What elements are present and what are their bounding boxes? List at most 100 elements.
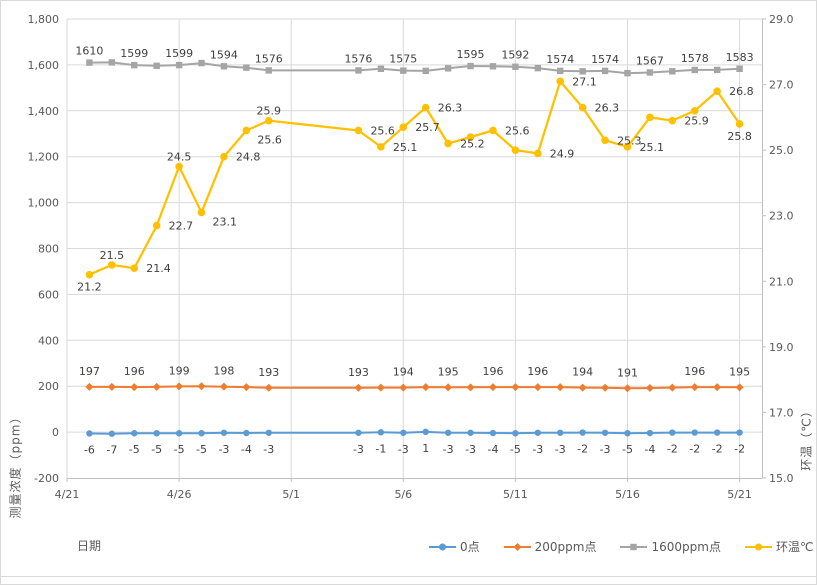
data-point [265,429,272,436]
data-point [107,382,116,391]
data-point [713,66,721,74]
data-point [131,61,138,69]
data-label: 1 [422,442,429,455]
data-point [242,126,251,135]
data-point [399,383,408,392]
left-axis-tick-label: 600 [38,288,59,301]
data-point [488,383,497,392]
legend-marker-square-icon [620,543,648,550]
data-label: 196 [124,365,145,378]
data-point [512,63,519,70]
data-label: -7 [106,444,117,457]
data-point [623,143,632,151]
data-point [421,103,430,112]
data-point [646,69,654,76]
data-label: -3 [218,443,229,456]
data-label: 1610 [75,45,103,58]
legend-item-200ppm点[interactable]: 200ppm点 [503,538,596,555]
data-point [219,382,228,391]
data-point [556,383,565,392]
data-label: -2 [734,443,745,456]
legend-item-环温℃[interactable]: 环温℃ [744,538,814,555]
data-point [377,65,385,73]
legend-item-1600ppm点[interactable]: 1600ppm点 [620,538,721,555]
data-point [399,123,408,131]
data-label: -5 [174,443,185,456]
data-point [108,430,116,437]
data-point [736,429,743,436]
data-label: -3 [600,443,611,456]
data-label: -3 [353,443,364,456]
data-label: 1594 [210,48,238,61]
data-label: -4 [644,443,655,456]
data-point [198,59,205,67]
data-point [86,59,93,66]
data-label: 199 [169,364,190,377]
data-label: 196 [527,365,548,378]
data-label: -5 [129,443,140,456]
data-point [400,67,407,74]
data-label: 194 [572,366,593,379]
data-point [85,382,94,391]
data-label: 26.8 [729,85,754,98]
data-label: 25.6 [257,133,282,146]
data-point [557,429,564,436]
left-axis-tick-label: 1,000 [28,197,60,210]
data-point [512,430,519,437]
data-point [85,270,94,279]
data-label: 25.6 [505,124,530,137]
data-label: 193 [348,366,369,379]
data-label: 25.1 [393,141,418,154]
legend: 0点 200ppm点 1600ppm点 环温℃ [429,538,813,555]
data-point [108,59,116,66]
data-label: 25.6 [370,124,395,137]
data-label: 25.9 [257,105,282,118]
data-point [489,63,497,70]
data-label: 197 [79,365,100,378]
data-label: -2 [689,443,700,456]
data-point [444,139,452,148]
data-point [243,64,250,71]
data-label: -3 [555,443,566,456]
data-label: 25.1 [639,141,664,154]
x-axis-tick-label: 5/6 [394,488,412,501]
data-point [152,382,161,391]
data-label: 24.5 [167,151,192,164]
data-point [197,382,206,391]
left-axis-title: 测量浓度（ppm） [8,410,23,519]
data-point [220,429,228,436]
data-label: -3 [398,443,409,456]
data-point [736,65,743,73]
data-point [198,430,205,437]
data-point [466,133,475,141]
data-point [86,430,93,437]
data-label: -5 [196,443,207,456]
data-label: 23.1 [213,215,238,228]
data-point [354,126,363,135]
data-point [713,87,721,95]
right-axis-tick-label: 15.0 [769,472,794,485]
left-axis-tick-label: 800 [38,243,59,256]
data-point [264,383,273,392]
data-point [175,430,183,437]
data-point [220,152,228,161]
legend-label: 0点 [460,540,480,554]
legend-marker-diamond-icon [503,542,531,551]
data-point [467,62,474,70]
data-point [377,143,385,151]
data-label: -5 [510,443,521,456]
data-label: 1575 [389,53,417,66]
data-label: 25.8 [727,130,752,143]
data-point [735,120,744,128]
data-point [578,383,587,392]
data-point [377,429,385,436]
data-point [601,429,609,436]
right-axis-tick-label: 21.0 [769,275,794,288]
data-point [533,383,542,392]
legend-item-0点[interactable]: 0点 [429,538,480,555]
data-point [534,149,542,158]
data-label: 26.3 [595,102,620,115]
legend-label: 环温℃ [775,540,814,554]
data-point [355,429,362,436]
